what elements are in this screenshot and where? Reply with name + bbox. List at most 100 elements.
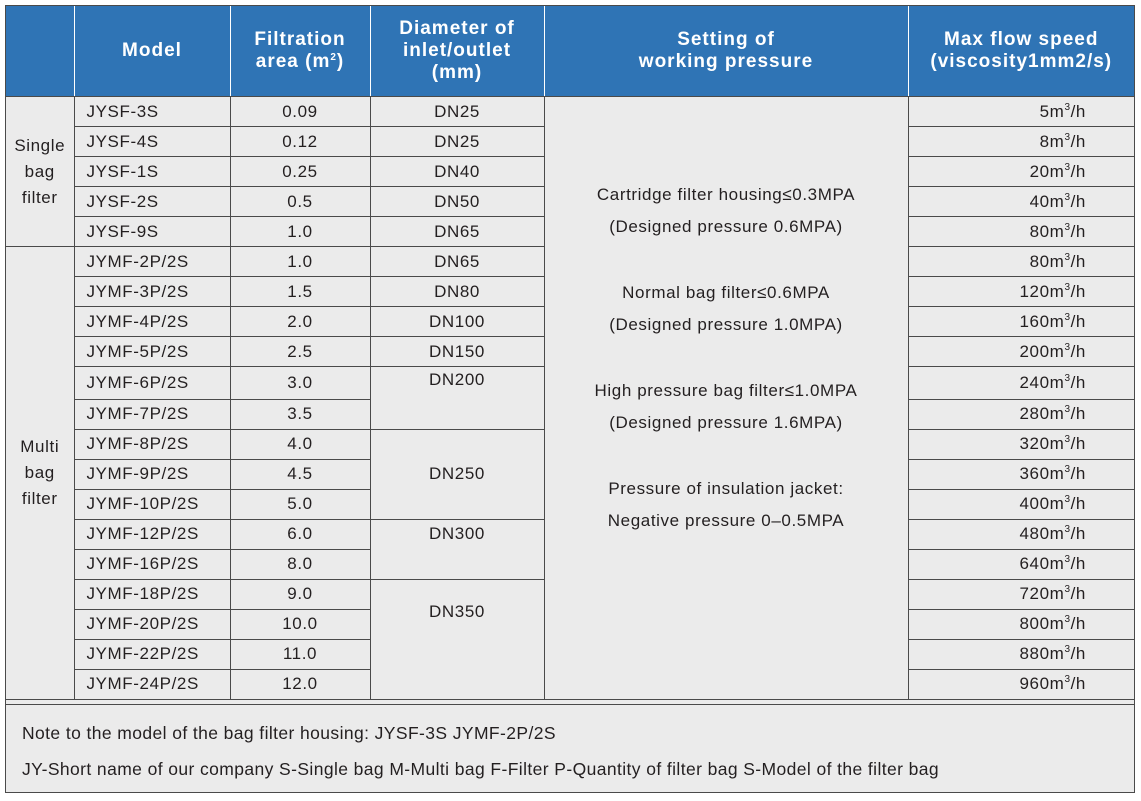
diameter-cell: DN80 bbox=[369, 276, 545, 307]
flow-speed-cell: 720m3/h bbox=[907, 578, 1134, 610]
flow-speed-cell: 80m3/h bbox=[907, 246, 1134, 277]
diameter-cell: DN100 bbox=[369, 306, 545, 337]
unit-sup: 3 bbox=[1064, 221, 1071, 233]
unit-m: m bbox=[1049, 191, 1065, 211]
diameter-cell: DN50 bbox=[369, 186, 545, 217]
note-model-legend: JY-Short name of our company S-Single ba… bbox=[22, 759, 940, 779]
flow-speed-value: 40 bbox=[1029, 191, 1050, 211]
unit-m: m bbox=[1049, 372, 1065, 392]
flow-speed-cell: 8m3/h bbox=[907, 126, 1134, 157]
pressure-cartridge: Cartridge filter housing≤0.3MPA bbox=[596, 185, 856, 204]
working-pressure-cell: Cartridge filter housing≤0.3MPA (Designe… bbox=[543, 96, 909, 700]
flow-speed-cell: 160m3/h bbox=[907, 306, 1134, 337]
unit-sup: 3 bbox=[1064, 281, 1071, 293]
header-filtration-area: Filtration area (m2) bbox=[229, 6, 371, 97]
flow-speed-value: 400 bbox=[1019, 494, 1050, 513]
unit-sup: 3 bbox=[1064, 101, 1071, 113]
header-max-flow-speed: Max flow speed (viscosity1mm2/s) bbox=[907, 6, 1134, 97]
table-row: JYMF-5P/2S 2.5 DN150 200m3/h bbox=[6, 336, 1134, 367]
header-area-close: ) bbox=[336, 51, 345, 72]
category-multi-line2: bag bbox=[24, 462, 55, 482]
diameter-cell: DN150 bbox=[369, 336, 545, 367]
unit-per-hour: /h bbox=[1070, 221, 1086, 241]
area-cell: 12.0 bbox=[229, 668, 371, 700]
model-cell: JYMF-6P/2S bbox=[73, 366, 231, 400]
pressure-normal-bag: Normal bag filter≤0.6MPA bbox=[622, 283, 830, 302]
model-cell: JYSF-9S bbox=[73, 216, 231, 247]
unit-per-hour: /h bbox=[1070, 674, 1086, 693]
table-row: JYSF-1S 0.25 DN40 20m3/h bbox=[6, 156, 1134, 187]
table-row: JYMF-6P/2S 3.0 DN200 240m3/h bbox=[6, 366, 1134, 400]
flow-speed-cell: 240m3/h bbox=[907, 366, 1134, 400]
unit-m: m bbox=[1049, 584, 1065, 603]
unit-per-hour: /h bbox=[1070, 554, 1086, 573]
flow-speed-cell: 480m3/h bbox=[907, 518, 1134, 550]
unit-sup: 3 bbox=[1064, 644, 1071, 655]
area-cell: 0.12 bbox=[229, 126, 371, 157]
table-row: JYMF-20P/2S 10.0 800m3/h bbox=[6, 608, 1134, 640]
flow-speed-value: 120 bbox=[1019, 281, 1050, 301]
diameter-cell: DN200 bbox=[369, 366, 545, 399]
unit-m: m bbox=[1049, 434, 1065, 453]
area-cell: 1.5 bbox=[229, 276, 371, 307]
unit-sup: 3 bbox=[1064, 311, 1071, 323]
model-cell: JYMF-12P/2S bbox=[73, 518, 231, 550]
model-cell: JYMF-5P/2S bbox=[73, 336, 231, 367]
unit-m: m bbox=[1049, 221, 1065, 241]
category-single-line1: Single bbox=[14, 135, 66, 155]
unit-per-hour: /h bbox=[1070, 101, 1086, 121]
header-diameter-line3: (mm) bbox=[431, 62, 483, 83]
category-single-line2: bag bbox=[24, 161, 55, 181]
header-working-pressure: Setting of working pressure bbox=[543, 6, 909, 97]
unit-m: m bbox=[1049, 614, 1065, 633]
flow-speed-value: 200 bbox=[1019, 341, 1050, 361]
unit-sup: 3 bbox=[1064, 404, 1071, 415]
note-model-example: Note to the model of the bag filter hous… bbox=[22, 723, 556, 743]
unit-m: m bbox=[1049, 161, 1065, 181]
area-cell: 4.5 bbox=[229, 458, 371, 490]
area-cell: 6.0 bbox=[229, 518, 371, 550]
model-cell: JYMF-16P/2S bbox=[73, 548, 231, 580]
pressure-high-pressure-bag: High pressure bag filter≤1.0MPA bbox=[594, 381, 858, 400]
diameter-cell: DN65 bbox=[369, 246, 545, 277]
spec-sheet: Model Filtration area (m2) Diameter of i… bbox=[5, 5, 1135, 793]
unit-per-hour: /h bbox=[1070, 464, 1086, 483]
diameter-cell: DN250 bbox=[369, 428, 545, 520]
unit-sup: 3 bbox=[1064, 524, 1071, 535]
area-cell: 8.0 bbox=[229, 548, 371, 580]
diameter-cell: DN25 bbox=[369, 96, 545, 127]
category-multi-bag-filter: Multi bag filter bbox=[6, 246, 75, 700]
diameter-cell bbox=[369, 549, 545, 580]
flow-speed-value: 720 bbox=[1019, 584, 1050, 603]
unit-m: m bbox=[1049, 464, 1065, 483]
area-cell: 5.0 bbox=[229, 488, 371, 520]
category-single-line3: filter bbox=[21, 187, 58, 207]
diameter-cell bbox=[369, 399, 545, 430]
table-row: JYMF-12P/2S 6.0 DN300 480m3/h bbox=[6, 518, 1134, 550]
unit-m: m bbox=[1049, 554, 1065, 573]
model-cell: JYSF-1S bbox=[73, 156, 231, 187]
header-diameter-line2: inlet/outlet bbox=[402, 40, 512, 61]
diameter-cell: DN25 bbox=[369, 126, 545, 157]
unit-m: m bbox=[1049, 494, 1065, 513]
header-speed-line1: Max flow speed bbox=[944, 29, 1099, 50]
table-row: JYMF-10P/2S 5.0 400m3/h bbox=[6, 488, 1134, 520]
flow-speed-cell: 800m3/h bbox=[907, 608, 1134, 640]
header-area-line2: area (m bbox=[255, 51, 331, 72]
table-row: JYMF-3P/2S 1.5 DN80 120m3/h bbox=[6, 276, 1134, 307]
area-cell: 0.09 bbox=[229, 96, 371, 127]
table-row: JYMF-18P/2S 9.0 DN350 720m3/h bbox=[6, 578, 1134, 700]
header-category bbox=[6, 6, 75, 97]
category-single-bag-filter: Single bag filter bbox=[6, 96, 75, 247]
unit-m: m bbox=[1049, 101, 1065, 121]
pressure-normal-bag-designed: (Designed pressure 1.0MPA) bbox=[609, 315, 843, 334]
area-cell: 2.0 bbox=[229, 306, 371, 337]
diameter-cell: DN65 bbox=[369, 216, 545, 247]
flow-speed-value: 5 bbox=[1039, 101, 1050, 121]
model-cell: JYMF-20P/2S bbox=[73, 608, 231, 640]
model-cell: JYMF-8P/2S bbox=[73, 428, 231, 460]
model-cell: JYSF-2S bbox=[73, 186, 231, 217]
category-multi-line1: Multi bbox=[20, 436, 60, 456]
flow-speed-cell: 5m3/h bbox=[907, 96, 1134, 127]
flow-speed-value: 640 bbox=[1019, 554, 1050, 573]
